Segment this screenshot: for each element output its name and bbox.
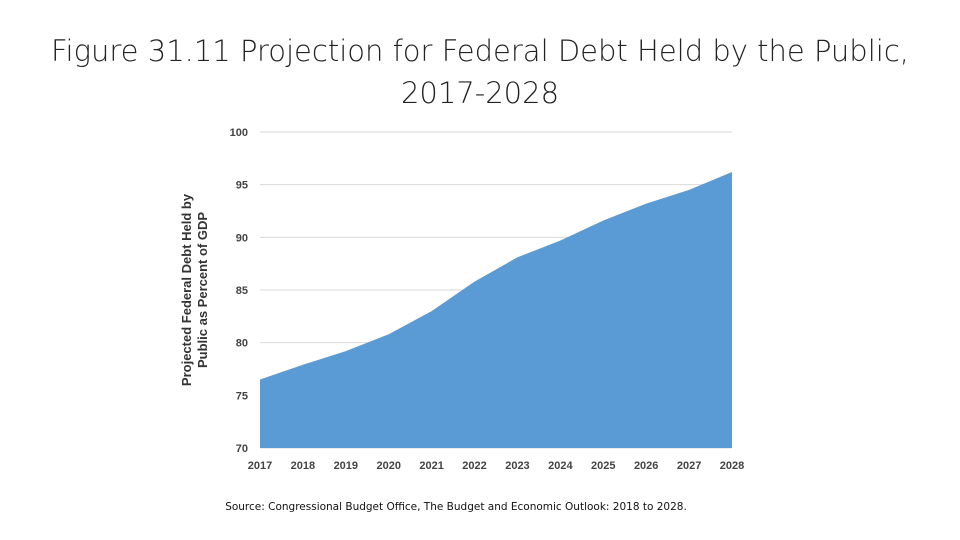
x-tick-label: 2026	[634, 460, 658, 472]
x-tick-label: 2017	[248, 460, 272, 472]
x-tick-label: 2021	[419, 460, 443, 472]
y-axis-title-line: Public as Percent of GDP	[195, 212, 210, 368]
x-tick-label: 2027	[677, 460, 701, 472]
y-tick-label: 90	[236, 232, 248, 244]
y-tick-label: 70	[236, 443, 248, 455]
y-tick-label: 100	[230, 127, 248, 139]
y-axis-label: Projected Federal Debt Held by Public as …	[179, 193, 210, 386]
x-tick-label: 2025	[591, 460, 615, 472]
y-tick-label: 85	[236, 285, 248, 297]
debt-area-series	[260, 172, 732, 448]
x-tick-label: 2028	[720, 460, 744, 472]
title-line-2: 2017-2028	[400, 76, 560, 110]
source-note: Source: Congressional Budget Office, The…	[225, 501, 687, 513]
x-tick-label: 2020	[376, 460, 400, 472]
x-tick-label: 2019	[334, 460, 358, 472]
slide-title: Figure 31.11 Projection for Federal Debt…	[40, 30, 920, 114]
title-line-1: Figure 31.11 Projection for Federal Debt…	[50, 34, 909, 68]
y-axis-ticks: 70 75 80 85 90 95 100	[230, 127, 248, 455]
y-axis-title: Projected Federal Debt Held by Public as …	[179, 193, 210, 386]
y-tick-label: 80	[236, 338, 248, 350]
x-tick-label: 2022	[462, 460, 486, 472]
y-tick-label: 95	[236, 180, 248, 192]
x-axis-ticks: 2017 2018 2019 2020 2021 2022 2023 2024 2025 2026…	[248, 460, 744, 472]
series-layer	[260, 172, 732, 448]
x-tick-label: 2018	[291, 460, 315, 472]
x-tick-label: 2023	[505, 460, 529, 472]
x-tick-label: 2024	[548, 460, 573, 472]
y-tick-label: 75	[236, 390, 248, 402]
y-axis-title-line: Projected Federal Debt Held by	[179, 193, 194, 386]
